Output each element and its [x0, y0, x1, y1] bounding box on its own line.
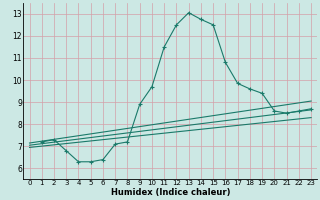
X-axis label: Humidex (Indice chaleur): Humidex (Indice chaleur) [110, 188, 230, 197]
